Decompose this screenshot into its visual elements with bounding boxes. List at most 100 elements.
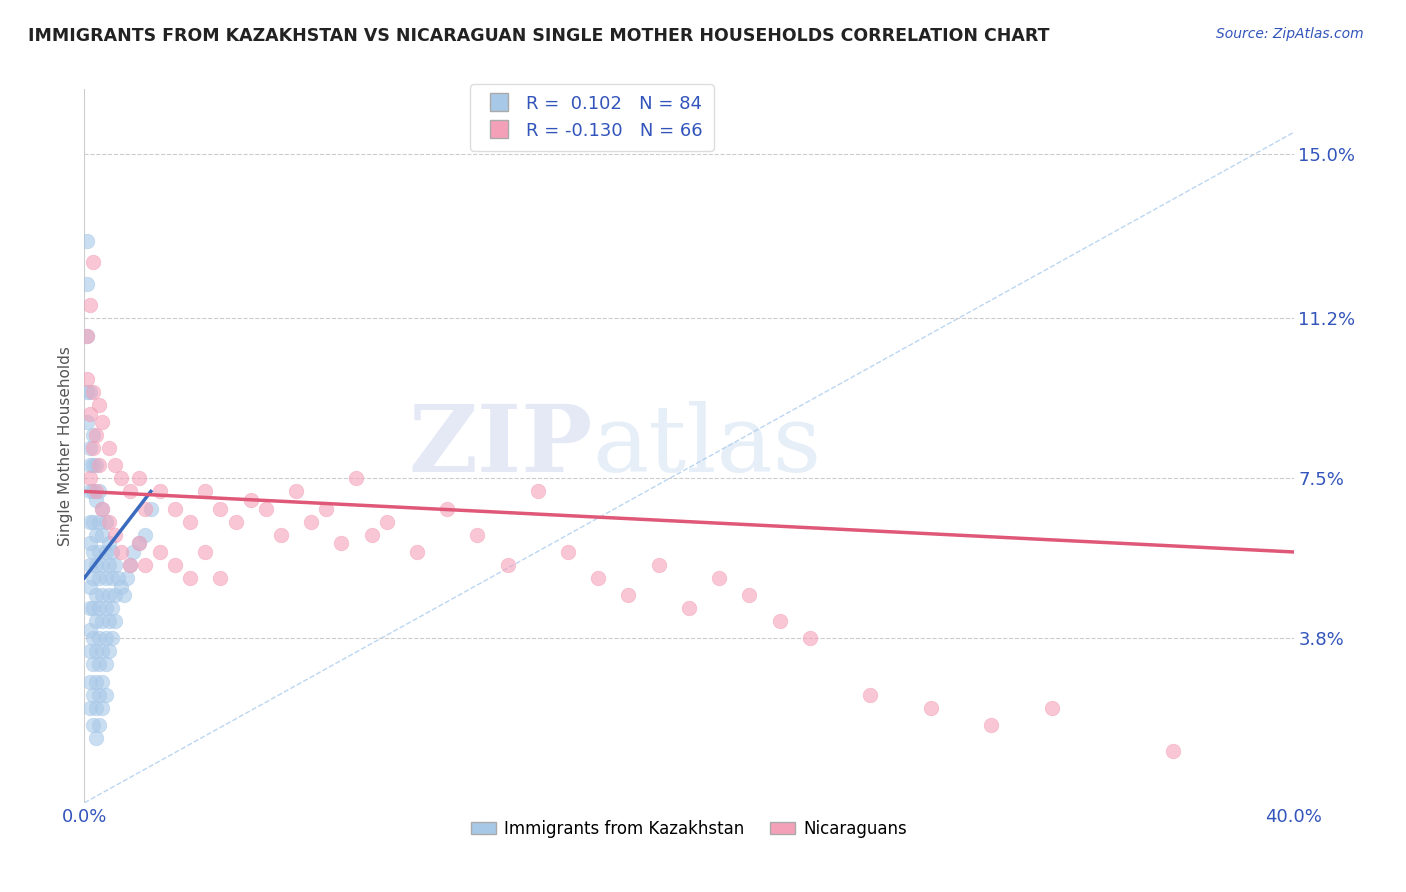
- Point: [82, 441, 104, 455]
- Point: [134, 558, 156, 572]
- Point: [104, 558, 127, 572]
- Point: [89, 515, 111, 529]
- Point: [121, 545, 143, 559]
- Point: [115, 571, 138, 585]
- Point: [76, 415, 98, 429]
- Point: [104, 614, 127, 628]
- Point: [254, 501, 277, 516]
- Point: [89, 545, 111, 559]
- Point: [82, 571, 104, 585]
- Point: [588, 571, 610, 585]
- Point: [76, 234, 98, 248]
- Point: [79, 558, 101, 572]
- Point: [94, 657, 117, 672]
- Point: [134, 501, 156, 516]
- Point: [91, 674, 114, 689]
- Point: [859, 688, 882, 702]
- Point: [91, 501, 114, 516]
- Point: [149, 484, 172, 499]
- Point: [82, 515, 104, 529]
- Point: [128, 536, 150, 550]
- Legend: Immigrants from Kazakhstan, Nicaraguans: Immigrants from Kazakhstan, Nicaraguans: [464, 814, 914, 845]
- Point: [112, 588, 135, 602]
- Point: [165, 558, 187, 572]
- Point: [165, 501, 187, 516]
- Point: [107, 571, 129, 585]
- Point: [100, 601, 122, 615]
- Point: [194, 545, 217, 559]
- Point: [79, 674, 101, 689]
- Point: [648, 558, 671, 572]
- Point: [285, 484, 308, 499]
- Point: [82, 384, 104, 399]
- Point: [86, 484, 108, 499]
- Point: [209, 571, 232, 585]
- Point: [79, 298, 101, 312]
- Point: [97, 441, 120, 455]
- Point: [128, 471, 150, 485]
- Point: [89, 601, 111, 615]
- Text: atlas: atlas: [592, 401, 821, 491]
- Point: [134, 527, 156, 541]
- Point: [79, 536, 101, 550]
- Point: [79, 384, 101, 399]
- Point: [86, 588, 108, 602]
- Point: [100, 571, 122, 585]
- Point: [86, 674, 108, 689]
- Point: [1161, 744, 1184, 758]
- Point: [94, 545, 117, 559]
- Point: [94, 601, 117, 615]
- Point: [346, 471, 368, 485]
- Point: [100, 632, 122, 646]
- Point: [89, 688, 111, 702]
- Text: ZIP: ZIP: [408, 401, 592, 491]
- Point: [678, 601, 700, 615]
- Point: [89, 484, 111, 499]
- Point: [375, 515, 398, 529]
- Point: [79, 580, 101, 594]
- Point: [82, 657, 104, 672]
- Point: [97, 536, 120, 550]
- Point: [225, 515, 247, 529]
- Point: [82, 255, 104, 269]
- Point: [79, 601, 101, 615]
- Point: [91, 700, 114, 714]
- Point: [82, 484, 104, 499]
- Point: [86, 644, 108, 658]
- Point: [94, 515, 117, 529]
- Point: [79, 644, 101, 658]
- Point: [709, 571, 731, 585]
- Point: [527, 484, 550, 499]
- Point: [980, 718, 1002, 732]
- Point: [315, 501, 337, 516]
- Point: [179, 515, 201, 529]
- Point: [79, 484, 101, 499]
- Point: [94, 632, 117, 646]
- Point: [86, 428, 108, 442]
- Point: [76, 384, 98, 399]
- Point: [86, 614, 108, 628]
- Point: [128, 536, 150, 550]
- Point: [209, 501, 232, 516]
- Point: [179, 571, 201, 585]
- Point: [79, 471, 101, 485]
- Point: [104, 588, 127, 602]
- Point: [91, 501, 114, 516]
- Point: [920, 700, 942, 714]
- Point: [467, 527, 489, 541]
- Point: [91, 415, 114, 429]
- Point: [436, 501, 458, 516]
- Point: [91, 614, 114, 628]
- Point: [89, 632, 111, 646]
- Point: [91, 527, 114, 541]
- Point: [97, 515, 120, 529]
- Point: [1040, 700, 1063, 714]
- Point: [86, 458, 108, 473]
- Point: [86, 493, 108, 508]
- Point: [769, 614, 792, 628]
- Y-axis label: Single Mother Households: Single Mother Households: [58, 346, 73, 546]
- Point: [100, 545, 122, 559]
- Point: [76, 328, 98, 343]
- Point: [149, 545, 172, 559]
- Point: [86, 700, 108, 714]
